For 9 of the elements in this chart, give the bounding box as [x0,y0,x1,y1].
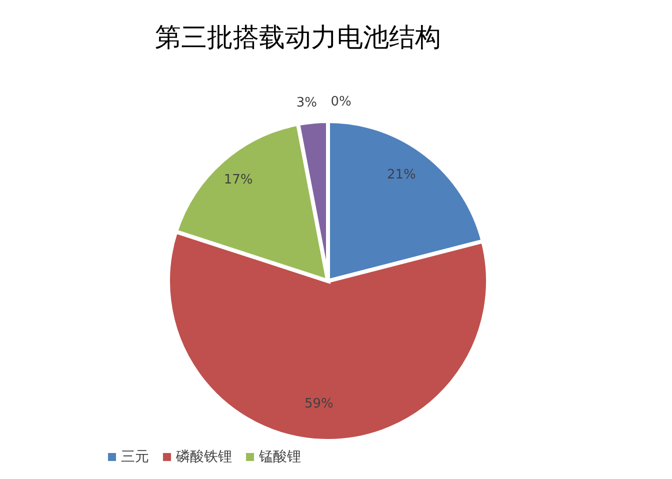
legend-label: 磷酸铁锂 [175,448,232,466]
data-label: 17% [224,172,253,188]
data-label: 59% [304,396,334,412]
data-label: 21% [387,167,416,182]
legend-label: 锰酸锂 [258,448,301,466]
chart-title: 第三批搭载动力电池结构 [155,23,441,53]
data-label: 3% [296,95,317,110]
text: 0% [330,94,352,110]
legend-label: 三元 [120,448,149,466]
